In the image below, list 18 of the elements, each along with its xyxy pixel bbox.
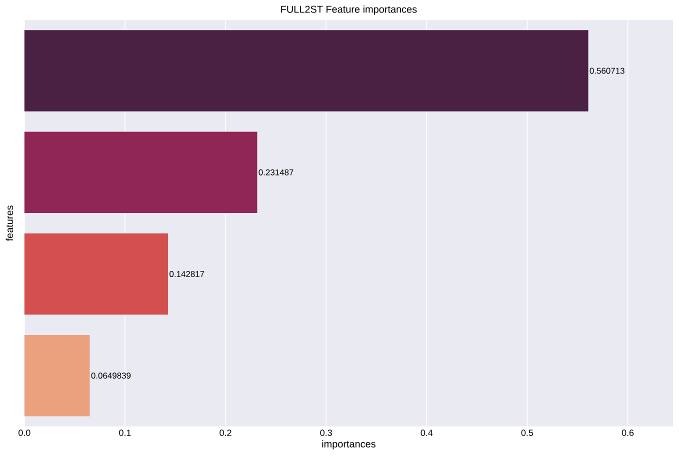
chart-title: FULL2ST Feature importances <box>281 5 417 15</box>
x-tick-label: 0.5 <box>521 429 534 436</box>
y-axis-title: features <box>6 205 14 241</box>
x-tick-label: 0.3 <box>320 429 332 436</box>
x-tick-label: 0.0 <box>18 429 30 436</box>
data-label: 0.560713 <box>590 68 624 74</box>
data-label: 0.0649839 <box>91 372 131 378</box>
bar <box>24 334 90 416</box>
x-tick-label: 0.1 <box>119 429 131 436</box>
bar <box>24 30 588 112</box>
data-label: 0.142817 <box>170 270 204 277</box>
bar <box>24 132 258 213</box>
bar <box>24 233 168 314</box>
x-tick-label: 0.6 <box>622 429 634 436</box>
x-axis-title: importances <box>322 440 376 450</box>
x-tick-label: 0.2 <box>220 429 232 436</box>
data-label: 0.231487 <box>258 169 294 176</box>
x-tick-label: 0.4 <box>420 429 433 436</box>
